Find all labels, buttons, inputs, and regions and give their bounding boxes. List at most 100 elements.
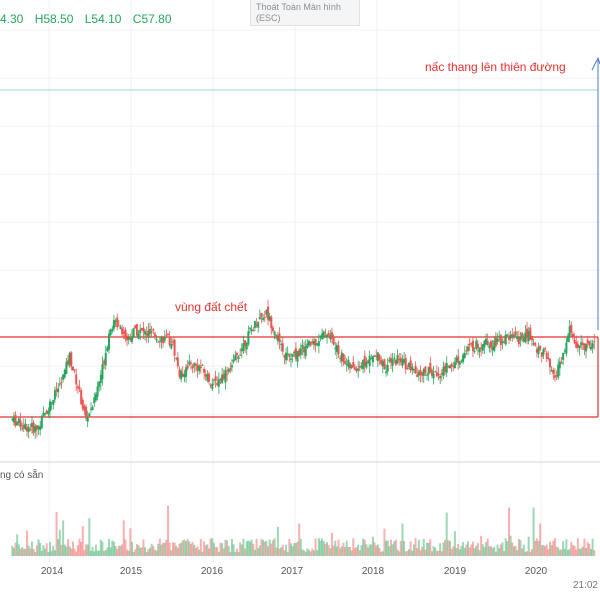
candle-body <box>478 348 481 353</box>
volume-bar <box>255 538 258 556</box>
volume-bar <box>350 550 353 556</box>
volume-bar <box>586 542 589 556</box>
volume-bar <box>214 547 217 556</box>
candle-body <box>529 327 532 340</box>
volume-bar <box>299 539 302 556</box>
candle-body <box>324 335 327 337</box>
candle-body <box>29 429 32 431</box>
volume-bar <box>414 538 417 556</box>
volume-bar <box>134 549 137 556</box>
candle-body <box>342 353 345 363</box>
volume-bar <box>19 548 22 556</box>
candle-body <box>462 354 465 363</box>
candle-body <box>508 337 511 340</box>
candle-body <box>399 357 402 363</box>
candle-body <box>255 324 258 326</box>
candle-body <box>199 366 202 369</box>
candle-body <box>57 388 60 393</box>
volume-bar <box>426 542 429 556</box>
candle-body <box>101 364 104 380</box>
candle-body <box>230 365 233 368</box>
volume-bar <box>383 528 386 556</box>
candle-body <box>11 418 14 420</box>
candle-body <box>394 360 397 365</box>
volume-bar <box>263 541 266 556</box>
volume-bar <box>506 541 509 556</box>
candle-body <box>265 310 268 315</box>
candle-body <box>565 342 568 354</box>
candle-body <box>21 428 24 430</box>
volume-bar <box>570 541 573 556</box>
candle-body <box>332 336 335 345</box>
volume-bar <box>232 544 235 556</box>
volume-bar <box>217 551 220 556</box>
volume-bar <box>47 551 50 556</box>
up-arrow-drawing[interactable] <box>591 56 600 330</box>
candle-body <box>193 363 196 367</box>
volume-bar <box>539 523 542 556</box>
volume-bar <box>440 551 443 556</box>
volume-bar <box>340 546 343 556</box>
volume-bar <box>371 536 374 556</box>
volume-bar <box>391 544 394 556</box>
close-value: C57.80 <box>132 12 172 26</box>
volume-bar <box>229 551 232 556</box>
volume-bar <box>239 542 242 556</box>
candle-body <box>247 331 250 345</box>
volume-bar <box>585 548 588 556</box>
volume-bar <box>580 548 583 556</box>
candle-body <box>176 357 179 367</box>
candle-body <box>367 360 370 363</box>
candle-body <box>350 365 353 368</box>
clock-time: 21:02 <box>570 580 600 591</box>
candle-body <box>373 355 376 357</box>
volume-bar <box>32 548 35 556</box>
exit-fullscreen-tooltip[interactable]: Thoát Toàn Màn hình (ESC) <box>250 0 360 26</box>
volume-bar <box>480 535 483 556</box>
candle-body <box>576 344 579 348</box>
candle-body <box>535 349 538 353</box>
candle-body <box>575 342 578 348</box>
candle-body <box>268 316 271 321</box>
candle-body <box>460 359 463 361</box>
volume-bar <box>335 546 338 556</box>
candle-body <box>317 341 320 346</box>
candle-body <box>553 375 556 378</box>
candle-body <box>422 368 425 377</box>
volume-bar <box>485 541 488 556</box>
volume-bar <box>355 547 358 556</box>
volume-bar <box>253 549 256 556</box>
candle-body <box>368 355 371 367</box>
candle-body <box>117 325 120 327</box>
candle-body <box>14 415 17 426</box>
volume-bar <box>530 549 533 556</box>
volume-bar <box>98 550 101 556</box>
annotation-zone[interactable]: vùng đất chết <box>175 300 248 314</box>
candle-body <box>586 339 589 344</box>
candle-body <box>93 397 96 404</box>
volume-bar <box>49 541 51 556</box>
x-axis[interactable]: 2014 2015 2016 2017 2018 2019 2020 <box>0 562 600 600</box>
candle-body <box>276 335 279 341</box>
volume-bar <box>22 548 25 556</box>
candle-body <box>204 374 207 377</box>
candle-body <box>130 336 133 343</box>
candle-body <box>562 353 565 360</box>
volume-bar <box>578 548 581 556</box>
volume-bar <box>208 548 211 556</box>
candle-body <box>585 343 588 352</box>
candle-body <box>530 335 533 341</box>
candle-body <box>426 374 429 376</box>
volume-bar <box>332 545 335 556</box>
candle-body <box>99 375 102 383</box>
volume-bar <box>149 547 151 556</box>
candle-body <box>152 329 155 331</box>
annotation-top[interactable]: nấc thang lên thiên đường <box>425 60 566 74</box>
candle-body <box>327 332 330 336</box>
volume-bar <box>453 531 456 556</box>
volume-bar <box>132 551 135 556</box>
candle-body <box>112 320 115 329</box>
candle-body <box>555 375 558 377</box>
volume-bar <box>204 545 207 556</box>
volume-bar <box>535 538 538 556</box>
